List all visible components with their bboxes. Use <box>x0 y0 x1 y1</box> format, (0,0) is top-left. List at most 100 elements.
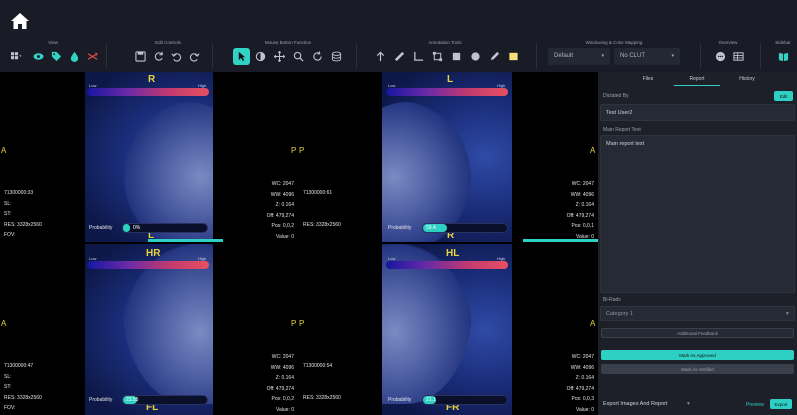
group-label-sidebar: Sidebar <box>775 40 791 45</box>
toolbar-separator <box>760 44 761 68</box>
mammogram-image <box>382 244 512 415</box>
contrast-icon[interactable] <box>252 48 269 65</box>
main-report-textarea[interactable]: Main report text <box>600 135 795 293</box>
probability-legend-bar <box>87 88 209 96</box>
view-label: L <box>447 74 454 85</box>
refresh-icon[interactable] <box>150 48 167 65</box>
pen-icon[interactable] <box>486 48 503 65</box>
probability-bar: 0% <box>122 223 208 233</box>
mark-verified-button[interactable]: Mark As Verified <box>601 364 794 374</box>
crop-icon[interactable] <box>429 48 446 65</box>
windowing-preset-select[interactable]: Default ▾ <box>548 48 610 65</box>
undo-icon[interactable] <box>168 48 185 65</box>
dicom-overlay-right: WC: 2047 WW: 4096 Z: 0.164 Off: 479,274 … <box>266 181 294 240</box>
table-icon[interactable] <box>730 48 747 65</box>
viewport-l[interactable]: Low High L R P A 71300000:61 RES: 3328x2… <box>298 72 598 242</box>
angle-icon[interactable] <box>410 48 427 65</box>
report-panel: Files Report History Dictated By Edit Te… <box>598 72 797 415</box>
probability-value: 23.55 <box>126 397 139 403</box>
edit-button[interactable]: Edit <box>774 91 793 101</box>
orientation-right: A <box>590 146 596 155</box>
main-report-text: Main report text <box>606 141 645 147</box>
legend-high: High <box>497 256 506 261</box>
save-icon[interactable] <box>132 48 149 65</box>
dicom-overlay-left: 71300000:54 RES: 3328x2560 <box>303 363 341 401</box>
export-button[interactable]: Export <box>770 399 792 409</box>
toolbar-separator <box>700 44 701 68</box>
dicom-overlay-right: WC: 2047 WW: 4096 Z: 0.164 Off: 479,274 … <box>566 354 594 413</box>
ruler-icon[interactable] <box>391 48 408 65</box>
tab-report[interactable]: Report <box>689 76 705 82</box>
viewport-selection-bar <box>523 239 598 242</box>
group-label-view: View <box>48 40 58 45</box>
tab-history[interactable]: History <box>739 76 755 82</box>
group-label-overview: Overview <box>718 40 738 45</box>
layers-icon[interactable] <box>328 48 345 65</box>
group-label-annotation: Annotation Tools <box>428 40 462 45</box>
view-label: HR <box>146 248 161 259</box>
dicom-overlay-left: 71300000:47 SL: ST: RES: 3328x2560 FOV: <box>4 363 42 411</box>
birads-select[interactable]: Category 1 ▾ <box>600 306 795 321</box>
probability-value: 59.4 <box>426 225 436 231</box>
circle-icon[interactable] <box>467 48 484 65</box>
chevron-down-icon: ▾ <box>671 53 674 59</box>
probability-label: Probability <box>388 397 412 403</box>
eye-icon[interactable] <box>30 48 47 65</box>
legend-low: Low <box>89 83 97 88</box>
rotate-icon[interactable] <box>309 48 326 65</box>
zoom-icon[interactable] <box>290 48 307 65</box>
orientation-right: P <box>291 319 297 328</box>
group-label-windowing: Windowing & Color Mapping <box>585 40 643 45</box>
probability-label: Probability <box>89 225 113 231</box>
book-icon[interactable] <box>775 48 792 65</box>
view-label: HL <box>446 248 460 259</box>
mark-approved-button[interactable]: Mark As Approved <box>601 350 794 360</box>
orientation-left: A <box>1 146 7 155</box>
toolbar-separator <box>212 44 213 68</box>
chat-icon[interactable] <box>712 48 729 65</box>
pan-icon[interactable] <box>271 48 288 65</box>
windowing-preset-value: Default <box>554 53 574 59</box>
redo-icon[interactable] <box>186 48 203 65</box>
tab-files[interactable]: Files <box>642 76 654 82</box>
layout-grid-icon[interactable] <box>6 48 26 65</box>
dicom-overlay-left: 71300000:61 RES: 3328x2560 <box>303 190 341 228</box>
probability-label: Probability <box>89 397 113 403</box>
color-map-select[interactable]: No CLUT ▾ <box>614 48 680 65</box>
probability-value: 21.1 <box>426 397 436 403</box>
probability-legend-bar <box>386 88 508 96</box>
viewport-hr[interactable]: Low High HR FL A P 71300000:47 SL: ST: R… <box>0 244 298 415</box>
view-bottom-label: L <box>148 230 155 241</box>
probability-legend-bar <box>386 261 508 269</box>
breast-tissue <box>123 102 213 242</box>
export-select[interactable]: Export Images And Report <box>603 401 668 407</box>
chevron-down-icon: ▾ <box>601 53 604 59</box>
preview-button[interactable]: Preview <box>746 402 764 408</box>
dictated-by-field[interactable]: Test User2 <box>600 104 795 121</box>
probability-label: Probability <box>388 225 412 231</box>
breast-tissue <box>382 102 472 242</box>
drop-icon[interactable] <box>66 48 83 65</box>
group-label-mouse: Mouse Button Function <box>264 40 312 45</box>
mammogram-image <box>85 72 213 242</box>
arrow-up-icon[interactable] <box>372 48 389 65</box>
main-report-label: Main Report Text <box>603 127 641 133</box>
orientation-right: P <box>291 146 297 155</box>
view-label: R <box>148 74 156 85</box>
probability-fill <box>423 224 447 232</box>
legend-high: High <box>497 83 506 88</box>
additional-feedback-button[interactable]: Additional Feedback <box>601 328 794 338</box>
viewport-hl[interactable]: Low High HL FR P A 71300000:54 RES: 3328… <box>298 244 598 415</box>
crossed-arrows-icon[interactable] <box>84 48 101 65</box>
probability-fill <box>123 224 130 232</box>
note-icon[interactable] <box>505 48 522 65</box>
tag-icon[interactable] <box>48 48 65 65</box>
probability-bar: 23.55 <box>122 395 208 405</box>
orientation-left: P <box>299 146 305 155</box>
square-icon[interactable] <box>448 48 465 65</box>
pointer-icon[interactable] <box>233 48 250 65</box>
viewport-r[interactable]: Low High R L A P 71300000:33 SL: ST: RES… <box>0 72 298 242</box>
probability-value: 0% <box>133 225 141 231</box>
home-icon[interactable] <box>10 12 30 30</box>
